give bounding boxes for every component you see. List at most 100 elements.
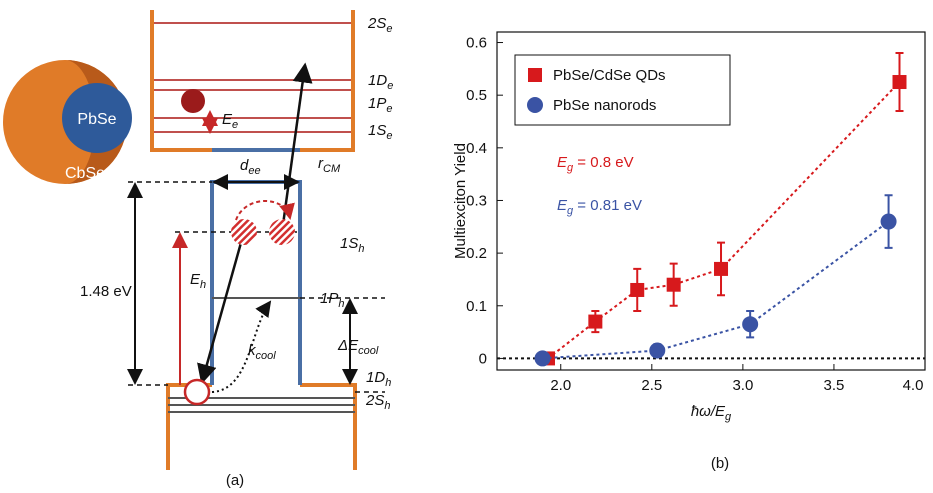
level-label-main: 1S	[340, 235, 358, 252]
rcm-label: rCM	[318, 155, 341, 175]
legend-marker	[527, 97, 543, 113]
annotation: Eg = 0.8 eV	[557, 154, 634, 174]
y-tick-label: 0.5	[466, 87, 487, 104]
level-label-main: 1D	[368, 72, 387, 89]
caption: (a)	[226, 472, 244, 489]
hot-carrier	[269, 219, 295, 245]
x-tick-label: 2.0	[550, 377, 571, 394]
series-line	[542, 220, 890, 360]
kcool-label-main: k	[248, 342, 257, 359]
y-tick-label: 0.2	[466, 245, 487, 262]
legend-marker	[528, 68, 542, 82]
diagram: PbSe CbSe 1.48 eV (a)	[3, 10, 385, 489]
level-label-main: 1S	[368, 122, 386, 139]
data-point	[892, 75, 907, 90]
x-tick-label: 3.5	[824, 377, 845, 394]
electron	[181, 89, 205, 113]
y-tick-label: 0.1	[466, 298, 487, 315]
cool-label-sub: cool	[358, 345, 379, 357]
series-line	[547, 81, 901, 360]
x-axis-label-main: ħω/E	[691, 403, 726, 420]
level-label-sub: e	[387, 80, 393, 92]
rcm-label-sub: CM	[323, 163, 341, 175]
data-point	[534, 350, 551, 367]
level-label-sub: h	[384, 400, 390, 412]
level-label: 1Se	[368, 122, 392, 142]
data-point	[649, 342, 666, 359]
exchange-arrow	[235, 200, 295, 221]
y-tick-label: 0.3	[466, 192, 487, 209]
level-label-main: 1P	[320, 290, 338, 307]
data-point	[714, 261, 729, 276]
data-point	[666, 277, 681, 292]
x-tick-label: 4.0	[903, 377, 924, 394]
kcool-label: kcool	[248, 342, 276, 362]
data-point	[630, 282, 645, 297]
level-label-sub: e	[386, 23, 392, 35]
level-label: 2Sh	[365, 392, 390, 412]
level-label-sub: e	[386, 130, 392, 142]
hole	[183, 378, 211, 406]
dee-label-main: d	[240, 157, 249, 174]
kcool-label-sub: cool	[256, 350, 277, 362]
shell-label: CbSe	[65, 165, 105, 182]
level-label: 1Ph	[320, 290, 344, 310]
annotation-sub: g	[567, 205, 574, 217]
annotation-rest: = 0.8 eV	[573, 154, 633, 171]
level-label-sub: h	[358, 243, 364, 255]
cool-label-main: ΔE	[337, 337, 359, 354]
y-tick-label: 0.6	[466, 35, 487, 52]
x-tick-label: 3.0	[732, 377, 753, 394]
y-tick-label: 0	[479, 350, 487, 367]
dee-label: dee	[240, 157, 261, 177]
e-energy-label: Ee	[222, 111, 238, 131]
x-tick-label: 2.5	[641, 377, 662, 394]
level-label-sub: h	[338, 298, 344, 310]
plot-frame	[496, 31, 926, 371]
annotation-main: E	[557, 154, 568, 171]
core-label: PbSe	[77, 111, 116, 128]
x-axis-label: ħω/Eg	[691, 403, 732, 423]
x-axis-label-sub: g	[725, 411, 732, 423]
level-label: 1Dh	[366, 369, 391, 389]
dee-label-sub: ee	[248, 165, 260, 177]
level-label: 1Sh	[340, 235, 364, 255]
data-point	[880, 213, 897, 230]
data-point	[742, 316, 759, 333]
gap-label: 1.48 eV	[80, 283, 132, 300]
legend-box	[514, 54, 731, 126]
core-sphere	[62, 83, 132, 153]
annotation-rest: = 0.81 eV	[573, 197, 642, 214]
cm-line	[197, 231, 246, 385]
cool-path	[211, 300, 272, 393]
level-label-main: 1P	[368, 95, 386, 112]
electron-levels	[152, 22, 353, 133]
level-label: 2Se	[367, 15, 392, 35]
h-energy-label: Eh	[190, 271, 206, 291]
y-tick-label: 0.4	[466, 140, 487, 157]
annotation: Eg = 0.81 eV	[557, 197, 642, 217]
level-label-sub: h	[385, 377, 391, 389]
e-energy-label-main: E	[222, 111, 233, 128]
level-label-main: 1D	[366, 369, 385, 386]
legend-label: PbSe nanorods	[553, 97, 656, 114]
data-point	[588, 314, 603, 329]
rcm-label-main: r	[318, 155, 324, 172]
caption: (b)	[711, 455, 729, 472]
level-label-main: 2S	[367, 15, 386, 32]
level-label: 1De	[368, 72, 393, 92]
h-energy-label-main: E	[190, 271, 201, 288]
legend-label: PbSe/CdSe QDs	[553, 67, 666, 84]
level-label-sub: e	[386, 103, 392, 115]
h-energy-label-sub: h	[200, 279, 206, 291]
annotation-main: E	[557, 197, 568, 214]
chart: 00.10.20.30.40.50.62.0 2.5 3.0 3.5 4.0ħω/EgM…	[452, 31, 926, 472]
e-energy-label-sub: e	[232, 119, 238, 131]
cool-label: ΔEcool	[337, 337, 379, 357]
y-axis-label: Multiexciton Yield	[452, 143, 469, 259]
hot-carrier	[231, 219, 257, 245]
level-label: 1Pe	[368, 95, 392, 115]
level-label-main: 2S	[365, 392, 384, 409]
annotation-sub: g	[567, 162, 574, 174]
